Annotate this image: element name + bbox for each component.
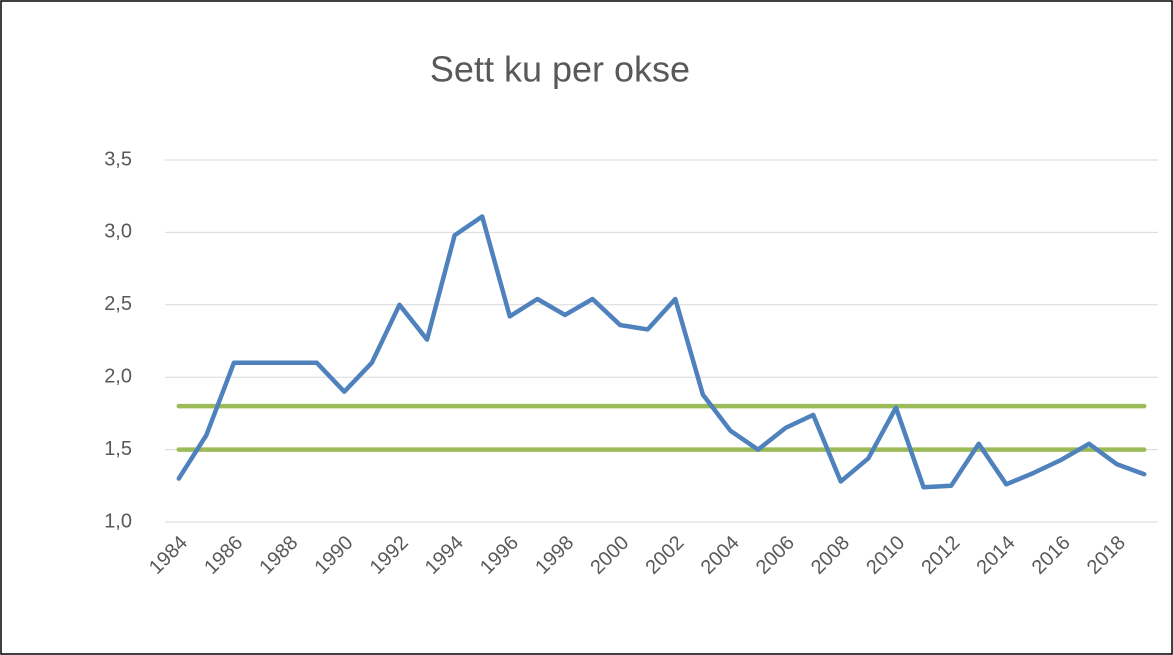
series-line <box>176 214 1147 490</box>
y-tick-label: 3,0 <box>104 221 132 243</box>
chart-title: Sett ku per okse <box>430 49 690 90</box>
y-tick-label: 2,0 <box>104 365 132 387</box>
y-tick-label: 2,5 <box>104 293 132 315</box>
y-tick-label: 3,5 <box>104 148 132 170</box>
y-tick-label: 1,0 <box>104 510 132 532</box>
y-tick-label: 1,5 <box>104 438 132 460</box>
